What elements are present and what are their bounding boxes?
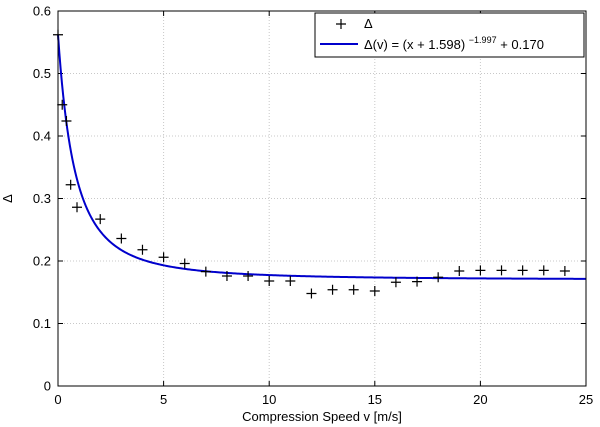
plot-frame — [57, 10, 587, 387]
data-point — [433, 272, 444, 283]
legend-fit-exponent: −1.997 — [469, 35, 497, 45]
y-axis-ticks: 0 0.1 0.2 0.3 0.4 0.5 0.6 — [33, 4, 586, 394]
data-point — [243, 271, 254, 281]
x-tick-label: 10 — [262, 392, 276, 407]
data-point — [327, 284, 338, 295]
data-point — [538, 265, 549, 276]
data-point — [306, 288, 317, 299]
y-tick-label: 0.5 — [33, 66, 51, 81]
data-point — [369, 286, 380, 296]
data-point — [221, 271, 232, 281]
data-point — [496, 265, 507, 276]
data-points — [53, 29, 570, 299]
legend-label-fit: Δ(v) = (x + 1.598) −1.997 + 0.170 — [364, 31, 544, 52]
data-point — [72, 202, 83, 213]
data-point — [412, 276, 423, 287]
data-point — [348, 284, 359, 295]
legend-fit-prefix: Δ(v) = (x + 1.598) — [364, 37, 465, 52]
y-axis-label: Δ — [0, 194, 15, 203]
data-point — [137, 244, 148, 255]
y-tick-label: 0.1 — [33, 316, 51, 331]
legend-plus-stroke — [336, 19, 346, 29]
y-tick-label: 0.2 — [33, 254, 51, 269]
x-axis-label: Compression Speed v [m/s] — [242, 409, 402, 424]
data-point — [116, 233, 127, 244]
data-point — [475, 265, 486, 276]
legend-box — [314, 12, 585, 58]
y-tick-label: 0 — [44, 379, 51, 394]
data-point — [390, 277, 401, 288]
fit-curve-group — [57, 34, 587, 280]
x-tick-label: 0 — [54, 392, 61, 407]
data-point — [264, 276, 275, 286]
data-point — [61, 116, 72, 126]
legend: Δ Δ(v) = (x + 1.598) −1.997 + 0.170 — [314, 12, 585, 58]
x-axis-ticks: 0 5 10 15 20 25 — [54, 11, 593, 407]
x-tick-label: 25 — [579, 392, 593, 407]
grid-lines — [58, 11, 586, 386]
data-point — [57, 99, 68, 110]
y-tick-label: 0.3 — [33, 191, 51, 206]
data-point — [158, 252, 169, 263]
data-point — [559, 266, 570, 276]
fit-curve — [57, 34, 587, 280]
x-tick-label: 5 — [160, 392, 167, 407]
x-tick-label: 15 — [368, 392, 382, 407]
legend-marker-plus-icon — [336, 19, 346, 29]
data-point — [517, 265, 528, 276]
data-point — [65, 179, 76, 190]
data-point — [179, 258, 190, 269]
y-tick-label: 0.6 — [33, 4, 51, 19]
legend-label-data: Δ — [364, 16, 373, 31]
data-point — [454, 266, 465, 276]
x-tick-label: 20 — [473, 392, 487, 407]
y-tick-label: 0.4 — [33, 129, 51, 144]
data-point — [285, 276, 296, 286]
legend-fit-suffix: + 0.170 — [500, 37, 544, 52]
data-point — [200, 266, 211, 277]
data-point — [95, 214, 106, 225]
